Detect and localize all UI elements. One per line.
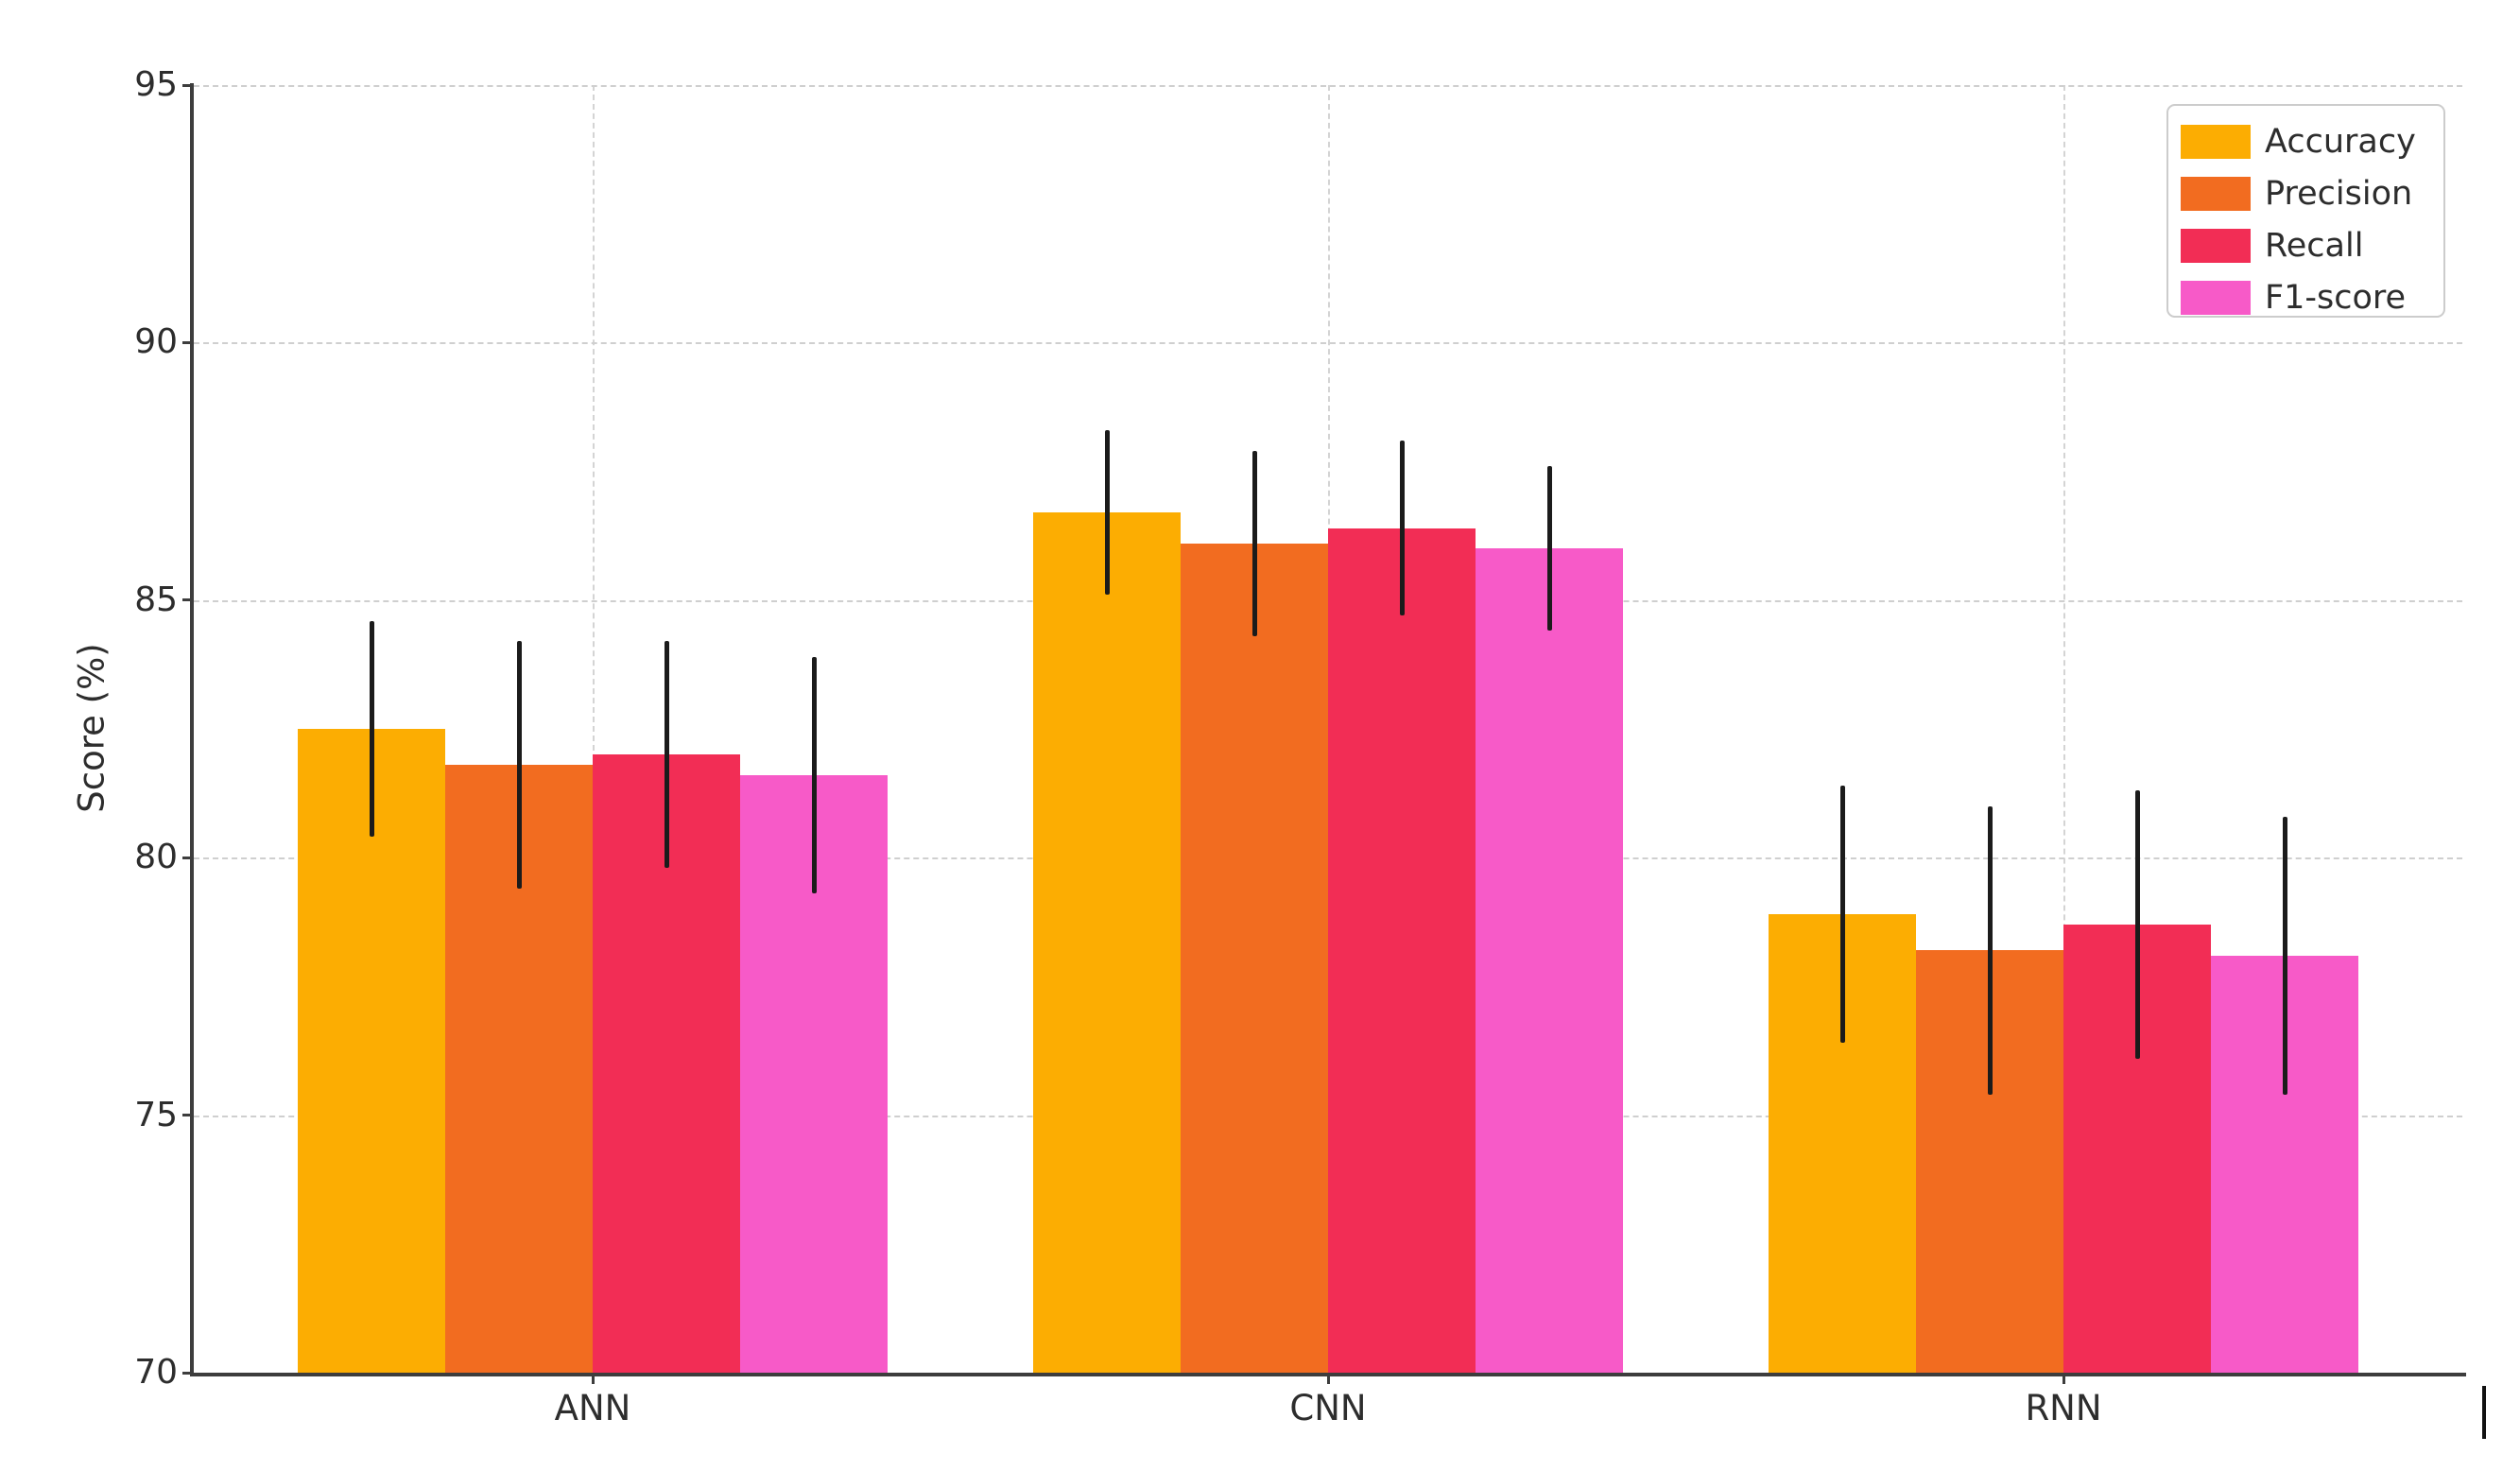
error-bar — [1987, 805, 1993, 1095]
error-bar — [1839, 785, 1845, 1044]
y-axis-tick — [182, 340, 194, 344]
vertical-gridline — [2063, 85, 2065, 1373]
error-bar — [664, 641, 669, 869]
x-axis-tick — [591, 1373, 595, 1384]
x-axis-tick — [2062, 1373, 2065, 1384]
text-cursor-artifact — [2482, 1386, 2486, 1439]
y-axis-spine — [190, 83, 194, 1376]
x-tick-label: CNN — [1289, 1388, 1367, 1428]
y-axis-tick — [182, 598, 194, 602]
horizontal-gridline — [194, 342, 2462, 345]
x-tick-label: ANN — [554, 1388, 631, 1428]
error-bar — [2282, 816, 2287, 1095]
legend-swatch — [2181, 229, 2251, 263]
y-axis-tick — [182, 1114, 194, 1117]
legend: Accuracy Precision Recall F1-score — [2166, 104, 2445, 318]
legend-label: F1-score — [2265, 279, 2407, 317]
error-bar — [1546, 466, 1552, 632]
legend-item-f1-score: F1-score — [2168, 278, 2443, 318]
legend-item-precision: Precision — [2168, 174, 2443, 214]
error-bar — [516, 641, 522, 889]
error-bar — [811, 656, 817, 894]
vertical-gridline — [593, 85, 595, 1373]
x-axis-tick — [1326, 1373, 1330, 1384]
y-tick-label: 75 — [134, 1095, 178, 1134]
legend-label: Precision — [2265, 175, 2413, 213]
x-axis-spine — [190, 1373, 2466, 1376]
horizontal-gridline — [194, 85, 2462, 87]
error-bar — [1251, 450, 1257, 636]
legend-item-recall: Recall — [2168, 226, 2443, 266]
legend-swatch — [2181, 177, 2251, 211]
error-bar — [369, 620, 374, 838]
y-tick-label: 90 — [134, 322, 178, 362]
y-axis-tick — [182, 83, 194, 87]
error-bar — [1104, 430, 1110, 596]
error-bar — [1399, 440, 1405, 616]
y-axis-tick — [182, 1371, 194, 1375]
bar-f1-score-cnn — [1476, 548, 1623, 1373]
legend-label: Accuracy — [2265, 123, 2416, 161]
bar-accuracy-cnn — [1033, 512, 1181, 1373]
y-tick-label: 95 — [134, 65, 178, 104]
legend-label: Recall — [2265, 227, 2364, 265]
bar-precision-cnn — [1181, 543, 1328, 1373]
y-axis-tick — [182, 856, 194, 859]
x-tick-label: RNN — [2025, 1388, 2102, 1428]
error-bar — [2134, 790, 2140, 1059]
y-tick-label: 70 — [134, 1353, 178, 1392]
y-axis-label: Score (%) — [71, 643, 112, 813]
legend-swatch — [2181, 281, 2251, 315]
legend-item-accuracy: Accuracy — [2168, 122, 2443, 162]
bar-recall-cnn — [1328, 528, 1476, 1373]
legend-swatch — [2181, 125, 2251, 159]
y-tick-label: 85 — [134, 580, 178, 619]
y-tick-label: 80 — [134, 838, 178, 877]
